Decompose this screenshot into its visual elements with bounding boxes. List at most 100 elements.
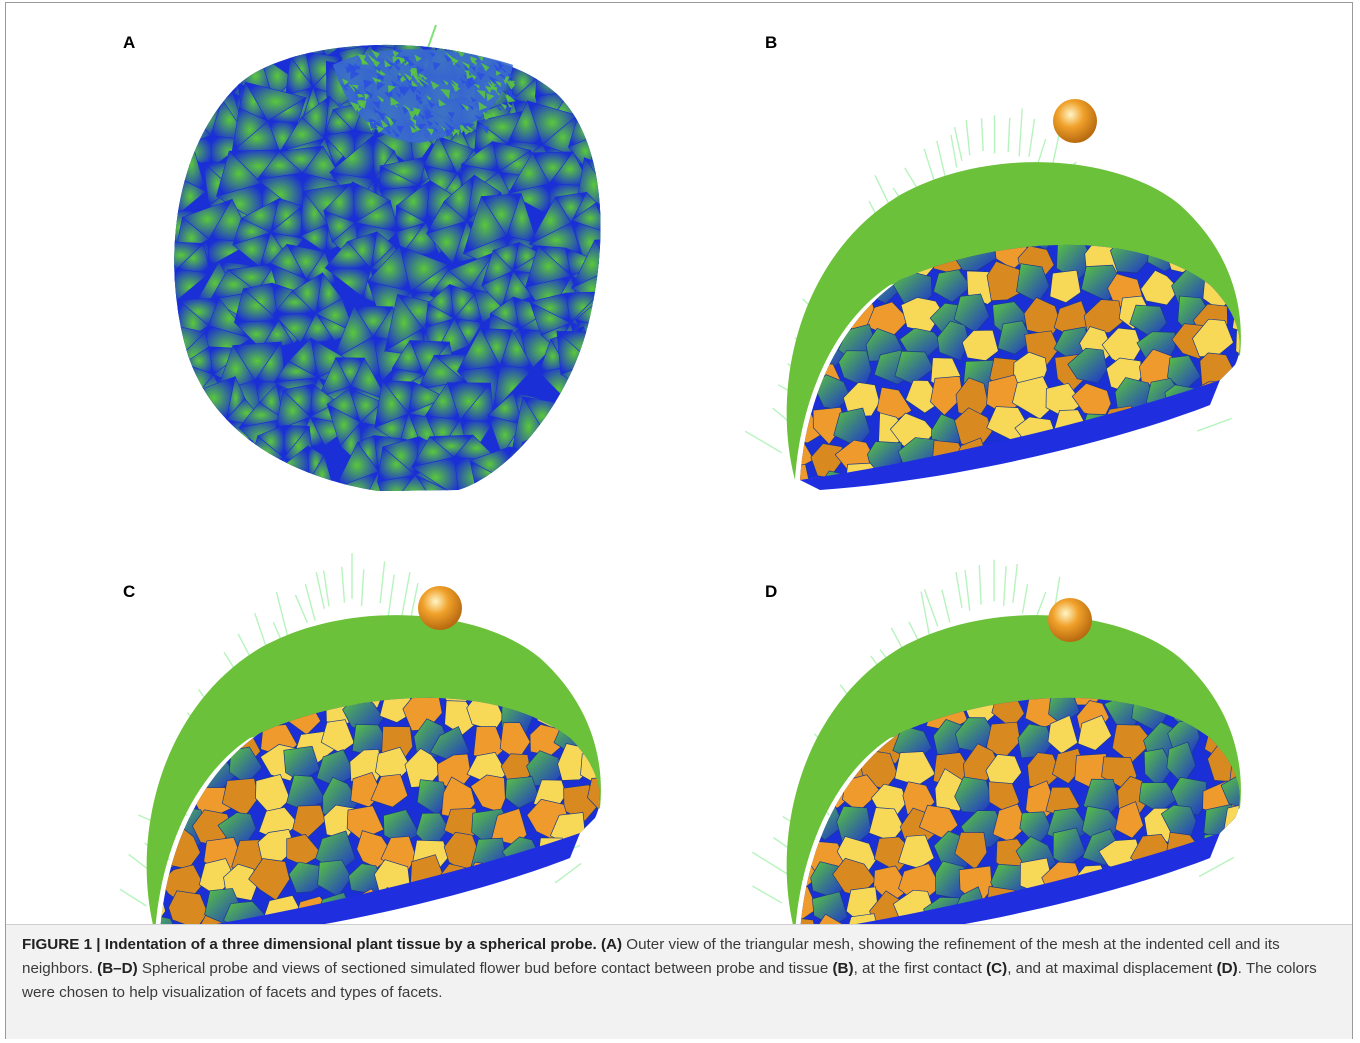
refined-facet	[477, 55, 484, 62]
refined-facet	[442, 80, 449, 86]
cell-facet	[292, 804, 326, 839]
refined-facet	[470, 96, 477, 103]
mesh-facet	[453, 293, 483, 323]
cell-facet	[995, 458, 1032, 480]
cell-facet	[905, 379, 942, 414]
cell-facet	[1025, 244, 1064, 251]
mesh-facet	[555, 426, 583, 461]
mesh-facet	[254, 340, 286, 384]
cell-facet	[370, 773, 409, 808]
cell-facet	[160, 697, 174, 702]
panel-label-a: A	[123, 33, 136, 52]
mesh-facet	[569, 60, 601, 93]
refined-facet	[410, 125, 418, 134]
refined-facet	[384, 115, 393, 124]
panel-d-sectioned-bud	[751, 559, 1241, 943]
mesh-facet	[174, 48, 190, 80]
cell-facet	[1084, 462, 1118, 480]
refined-facet	[389, 99, 398, 108]
base-surface	[160, 833, 580, 943]
refined-facet	[412, 109, 420, 117]
cell-facet	[1083, 299, 1124, 334]
mesh-facet	[516, 459, 557, 485]
cell-facet	[466, 889, 500, 926]
cell-facet	[1111, 724, 1154, 764]
caption-b-ref: (B)	[832, 960, 854, 977]
cell-facet	[1223, 801, 1240, 840]
refined-facet	[421, 74, 428, 80]
mesh-facet	[175, 242, 211, 274]
cell-facet	[894, 751, 936, 787]
refined-facet	[440, 88, 451, 99]
mesh-facet	[333, 44, 372, 53]
cell-facet	[812, 406, 846, 445]
refined-facet	[383, 92, 393, 101]
refined-facet	[426, 128, 434, 136]
cell-facet	[800, 244, 812, 248]
mesh-facet	[200, 461, 253, 491]
refined-facet	[480, 115, 488, 123]
refined-facet	[402, 75, 412, 85]
panel-a-mesh-sphere	[174, 24, 601, 491]
refined-facet	[360, 56, 369, 65]
cell-facet	[505, 776, 540, 809]
refined-facet	[438, 77, 445, 84]
refined-facet	[392, 62, 401, 71]
cell-facet	[1067, 347, 1108, 384]
mesh-facet	[369, 44, 411, 51]
cell-facet	[1196, 868, 1239, 902]
cell-facet	[1116, 436, 1155, 471]
refined-facet	[380, 119, 389, 128]
refined-facet	[488, 75, 499, 86]
mesh-facet	[568, 45, 601, 90]
refined-facet	[476, 89, 486, 99]
refined-facet	[426, 94, 432, 101]
base-surface	[800, 380, 1220, 490]
mesh-facet	[555, 458, 587, 490]
refined-facet	[444, 51, 452, 58]
cell-facet	[1044, 460, 1077, 480]
caption-mid1: , at the first contact	[853, 960, 987, 977]
cell-facet	[160, 697, 170, 735]
outer-shell	[786, 162, 1241, 481]
refined-facet	[401, 83, 409, 91]
mesh-facet	[571, 202, 601, 234]
cell-facet	[1198, 461, 1236, 480]
mesh-facet	[459, 382, 494, 423]
refined-facet	[498, 64, 505, 71]
refined-facet	[490, 85, 498, 93]
mesh-facet	[190, 451, 235, 487]
refined-facet	[349, 101, 360, 112]
refined-facet	[464, 81, 473, 90]
spherical-probe	[418, 586, 462, 630]
refined-facet	[470, 56, 478, 64]
refined-facet	[405, 56, 415, 67]
outer-shell	[146, 615, 601, 933]
refined-facet	[394, 91, 401, 98]
mesh-facet	[498, 44, 543, 62]
cell-facet	[1049, 269, 1082, 304]
refined-facet	[451, 82, 461, 92]
refined-facet	[451, 58, 459, 66]
mesh-facet	[588, 327, 601, 376]
refined-facet	[480, 62, 490, 72]
refined-facet	[354, 86, 362, 95]
cell-facet	[842, 382, 880, 418]
refined-facet	[453, 128, 460, 136]
mesh-facet	[174, 95, 198, 132]
cell-facet	[953, 293, 990, 333]
refined-facet	[469, 72, 477, 80]
mesh-facet	[174, 44, 211, 72]
mesh-facet	[516, 441, 558, 468]
refined-facet	[392, 50, 400, 58]
refined-facet	[424, 107, 432, 115]
cell-facet	[582, 835, 600, 873]
mesh-facet	[199, 419, 227, 456]
refined-facet	[430, 80, 440, 90]
cell-facet	[802, 244, 848, 254]
mesh-facet	[568, 71, 601, 125]
refined-facet	[494, 80, 502, 88]
mesh-facet	[315, 297, 356, 334]
caption-a-label: (A)	[600, 936, 623, 953]
refined-facet	[430, 51, 436, 58]
